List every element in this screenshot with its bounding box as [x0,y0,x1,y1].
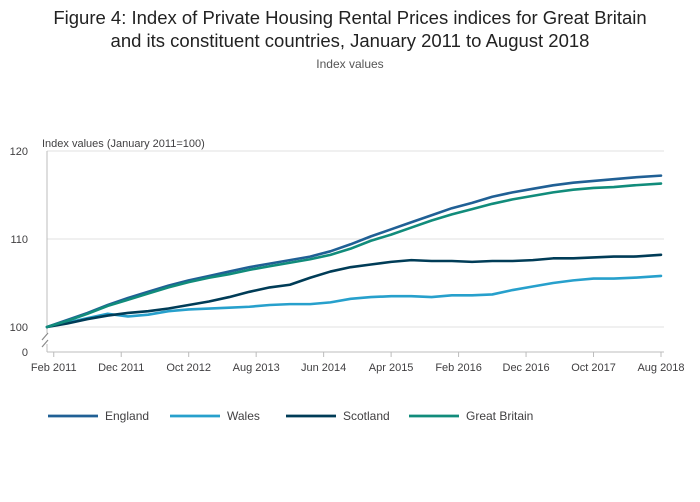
legend-item-scotland: Scotland [286,409,390,423]
series-line-wales [45,274,663,329]
x-tick-label: Aug 2013 [233,362,280,374]
legend-label: England [105,409,149,423]
y-axis-label: Index values (January 2011=100) [42,138,205,150]
axes: 0 100 110 120 Index values (January 2011=100… [10,138,685,374]
series-line-england [45,174,663,329]
legend-item-great-britain: Great Britain [409,409,533,423]
chart-title-line-2: and its constituent countries, January 2… [110,30,590,51]
legend-item-wales: Wales [170,409,260,423]
y-tick-label-110: 110 [10,234,28,246]
x-tick-label: Dec 2011 [98,362,144,374]
axis-break-mark [41,332,49,348]
y-tick-label-0: 0 [22,347,28,359]
y-tick-label-120: 120 [10,146,28,158]
x-tick-label: Feb 2016 [435,362,481,374]
chart-subtitle: Index values [316,57,384,71]
series-line-scotland [45,253,663,329]
chart-title-line-1: Figure 4: Index of Private Housing Renta… [53,7,647,28]
x-tick-label: Apr 2015 [369,362,414,374]
x-tick-label: Dec 2016 [503,362,550,374]
legend-label: Scotland [343,409,390,423]
x-tick-label: Feb 2011 [31,362,77,374]
legend: England Wales Scotland Great Britain [48,409,533,423]
gridlines [47,150,664,328]
x-tick-label: Aug 2018 [637,362,684,374]
legend-item-england: England [48,409,149,423]
chart-title: Figure 4: Index of Private Housing Renta… [0,6,700,52]
x-tick-label: Oct 2017 [571,362,616,374]
legend-label: Great Britain [466,409,533,423]
series-line-great-britain [45,182,663,329]
series-lines [45,174,663,329]
legend-label: Wales [227,409,260,423]
y-tick-label-100: 100 [10,322,28,334]
x-tick-label: Oct 2012 [166,362,211,374]
x-tick-label: Jun 2014 [301,362,346,374]
